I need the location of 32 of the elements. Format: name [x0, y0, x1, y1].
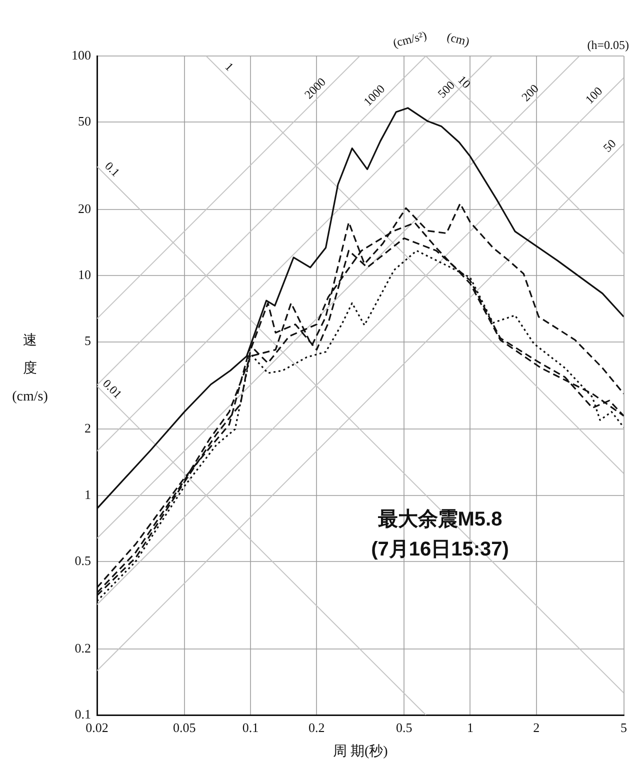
x-tick-label: 2 [533, 720, 540, 736]
annotation: 1 [222, 60, 236, 74]
annotation: 500 [434, 78, 458, 101]
annotation: 50 [600, 136, 619, 155]
y-tick-label: 0.2 [74, 640, 91, 656]
text: (h=0.05) [587, 38, 629, 52]
x-axis-title: 周 期(秒) [332, 744, 388, 760]
annotation: 最大余震M5.8 (7月16日15:37) [371, 508, 509, 561]
y-tick-label: 20 [78, 200, 91, 216]
y-tick-label: 5 [84, 333, 91, 348]
annotation: 200 [518, 81, 542, 104]
x-tick-label: 1 [466, 720, 474, 736]
text: (cm) [446, 30, 471, 49]
y-tick-label: 10 [78, 267, 91, 282]
annotation: 0.1 [102, 158, 123, 180]
y-tick-label: 0.1 [74, 706, 91, 722]
text: (cm/s²) [391, 28, 428, 50]
x-tick-label: 0.2 [308, 720, 325, 736]
y-tick-label: 0.5 [74, 552, 91, 568]
annotation: 100 [582, 84, 606, 107]
x-tick-label: 0.05 [173, 720, 196, 736]
annotation: 0.01 [100, 376, 125, 402]
x-tick-label: 5 [620, 720, 627, 736]
y-tick-label: 1 [84, 486, 91, 502]
y-tick-label: 50 [78, 114, 91, 129]
x-tick-label: 0.5 [396, 720, 412, 736]
y-tick-label: 100 [72, 47, 91, 62]
y-tick-label: 2 [84, 420, 91, 436]
x-tick-label: 0.1 [242, 720, 259, 736]
x-tick-label: 0.02 [86, 720, 108, 736]
annotation: 10 [455, 72, 474, 92]
y-axis-title: 速度(cm/s) [12, 332, 48, 405]
